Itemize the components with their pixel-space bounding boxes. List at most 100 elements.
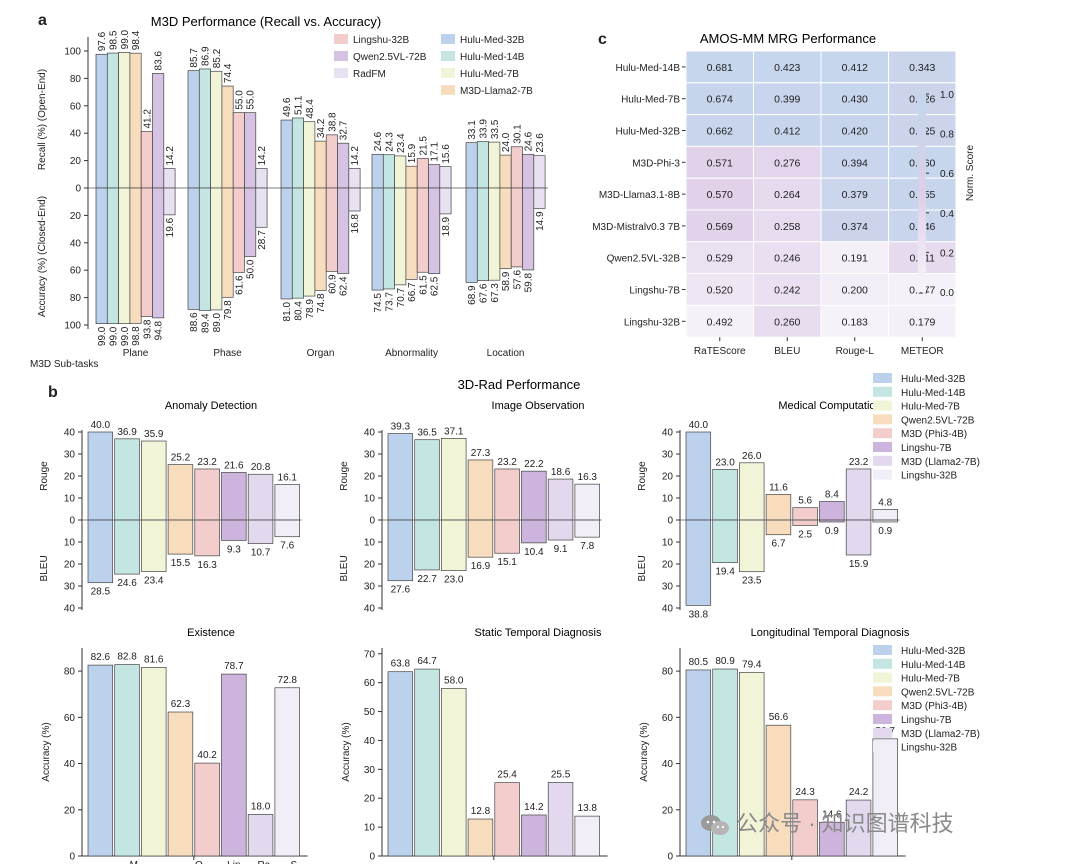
bar-accuracy-plane-4 [140, 187, 153, 317]
label-bleu: 23.5 [742, 576, 762, 587]
subplot-xtick-label: Ra... [257, 860, 278, 864]
chart-a-xtick-location: Location [487, 348, 525, 359]
heatmap-value: 0.423 [774, 62, 800, 74]
bar-accuracy-location-5 [522, 187, 535, 271]
label-accuracy: 99.0 [108, 326, 119, 346]
chart-a-legend-label: Lingshu-32B [353, 35, 409, 46]
heatmap-value: 0.276 [774, 157, 800, 169]
label-accuracy: 25.5 [551, 769, 571, 780]
bar-accuracy-location-2 [488, 187, 501, 281]
bar-rouge [872, 509, 898, 521]
chart-b-legend-swatch [873, 727, 892, 738]
bar-recall-phase-4 [232, 112, 245, 189]
label-bleu: 23.4 [144, 575, 164, 586]
label-accuracy: 62.3 [171, 699, 191, 710]
chart-b-legend-label: M3D (Phi3-4B) [901, 701, 967, 712]
label-recall: 24.6 [373, 131, 384, 151]
label-accuracy: 62.4 [339, 276, 350, 296]
label-accuracy: 74.5 [373, 293, 384, 313]
bar-accuracy [221, 673, 247, 857]
label-rouge: 5.6 [798, 496, 812, 507]
label-recall: 86.9 [200, 46, 211, 66]
bar-bleu [414, 519, 440, 571]
label-bleu: 22.7 [417, 574, 437, 585]
chart-b-legend-swatch [873, 686, 892, 697]
bar-bleu [221, 519, 247, 541]
chart-c-col-label: BLEU [774, 346, 800, 357]
bar-recall-plane-3 [129, 52, 142, 189]
label-bleu: 9.3 [227, 544, 241, 555]
subplot-ylabel-top: Rouge [39, 461, 50, 491]
bar-bleu [194, 519, 220, 557]
bar-recall-location-3 [499, 154, 512, 189]
subplot-ylabel-top: Rouge [339, 461, 350, 491]
heatmap-value: 0.492 [707, 316, 733, 328]
subplot-ytick-label: 10 [662, 494, 674, 505]
chart-a-ytick-label: 60 [70, 101, 82, 112]
bar-recall-plane-5 [152, 73, 165, 189]
subplot-ytick-label: 0 [667, 516, 673, 527]
label-rouge: 21.6 [224, 460, 244, 471]
bar-recall-phase-0 [187, 70, 200, 189]
bar-recall-organ-6 [348, 168, 361, 189]
label-accuracy: 66.7 [407, 282, 418, 302]
label-bleu: 16.9 [471, 561, 491, 572]
label-recall: 85.2 [212, 48, 223, 68]
label-rouge: 35.9 [144, 429, 164, 440]
chart-c-row-label: Hulu-Med-7B [621, 95, 680, 106]
bar-recall-organ-0 [280, 119, 293, 189]
bar-accuracy [167, 711, 194, 857]
panel-letter-c: c [598, 31, 607, 48]
chart-a-legend-label: Hulu-Med-32B [460, 35, 525, 46]
bar-rouge [87, 431, 114, 521]
bar-bleu [521, 519, 547, 544]
subplot-title: Anomaly Detection [165, 400, 257, 412]
label-accuracy: 57.6 [512, 269, 523, 289]
label-accuracy: 63.8 [391, 659, 411, 670]
subplot-xtick-label: S... [290, 860, 305, 864]
bar-accuracy [141, 667, 167, 857]
bar-rouge [414, 439, 440, 521]
label-recall: 83.6 [154, 51, 165, 71]
label-recall: 55.0 [234, 90, 245, 110]
subplot-ylabel-bottom: BLEU [39, 555, 50, 581]
label-accuracy: 78.9 [305, 299, 316, 319]
label-bleu: 0.9 [878, 526, 892, 537]
label-recall: 85.7 [189, 48, 200, 68]
label-recall: 23.4 [396, 133, 407, 153]
label-rouge: 4.8 [878, 497, 892, 508]
label-accuracy: 60.9 [327, 274, 338, 294]
bar-accuracy-abnormality-0 [371, 187, 384, 291]
bar-accuracy-abnormality-5 [428, 187, 441, 274]
bar-recall-abnormality-2 [394, 155, 407, 189]
chart-b-legend-swatch [873, 645, 892, 655]
chart-a-ylabel-top: Recall (%) (Open-End) [37, 69, 48, 170]
chart-b-legend-swatch [873, 414, 892, 425]
chart-a-ytick-label: 40 [70, 129, 82, 140]
chart-a-ytick-label: 60 [70, 266, 82, 277]
bar-accuracy-organ-5 [337, 187, 350, 274]
chart-a-ytick-label: 20 [70, 156, 82, 167]
label-recall: 33.5 [490, 119, 501, 139]
heatmap-value: 0.399 [774, 94, 800, 106]
subplot-ytick-label: 40 [364, 604, 376, 615]
bar-accuracy [494, 782, 520, 857]
bar-accuracy [441, 688, 467, 857]
heatmap-value: 0.529 [707, 253, 733, 265]
chart-b-legend-label: Lingshu-7B [901, 443, 952, 454]
heatmap-value: 0.412 [774, 126, 800, 138]
bar-accuracy-location-1 [476, 187, 489, 281]
subplot-ytick-label: 10 [64, 538, 76, 549]
chart-a-legend-label: M3D-Llama2-7B [460, 86, 533, 97]
label-rouge: 23.0 [715, 457, 735, 468]
chart-c-cbar-tick-label: 0.8 [940, 130, 954, 141]
label-bleu: 24.6 [117, 578, 137, 589]
subplot-ytick-label: 10 [662, 538, 674, 549]
label-rouge: 22.2 [524, 459, 544, 470]
watermark: 公众号 · 知识图谱科技 [700, 806, 954, 838]
wechat-icon [700, 813, 730, 837]
label-accuracy: 18.0 [251, 801, 271, 812]
chart-c-cbar-label: Norm. Score [965, 145, 976, 202]
bar-accuracy [467, 818, 494, 857]
bar-accuracy [87, 664, 114, 857]
